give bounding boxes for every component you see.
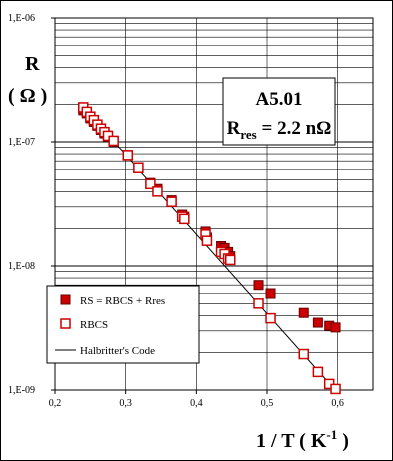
point-rs <box>253 280 264 291</box>
point-rbcs <box>152 186 163 197</box>
point-rbcs <box>298 348 309 360</box>
annotation-border <box>222 77 336 146</box>
point-rs <box>312 317 323 328</box>
point-rbcs <box>265 312 276 324</box>
annotation-sample-id: A5.01 <box>256 89 303 110</box>
point-rbcs <box>179 213 190 225</box>
point-rbcs <box>253 298 264 309</box>
x-axis-title-main: 1 / T ( K <box>256 430 327 452</box>
legend-label-halbritter: Halbritter's Code <box>80 345 155 357</box>
x-tick-label: 0,4 <box>190 398 203 409</box>
point-rbcs <box>312 366 324 378</box>
legend-label-rbcs: RBCS <box>80 319 108 331</box>
point-rs <box>298 307 309 318</box>
point-rbcs <box>225 254 236 266</box>
x-axis-title-close: ) <box>337 430 349 452</box>
x-axis-title: 1 / T ( K-1 ) <box>256 427 349 452</box>
point-rbcs <box>122 150 134 161</box>
point-rbcs <box>330 383 341 395</box>
point-rbcs <box>108 135 119 147</box>
y-tick-label: 1,E-08 <box>8 261 35 272</box>
point-rs <box>330 322 341 333</box>
x-tick-label: 0,3 <box>119 398 132 409</box>
x-tick-label: 0,6 <box>331 398 344 409</box>
annotation-rres-sub: res <box>240 127 256 142</box>
legend-marker-rs <box>60 294 71 305</box>
x-tick-label: 0,5 <box>261 398 274 409</box>
x-tick-label: 0,2 <box>49 398 62 409</box>
y-axis-title-line1: R <box>25 53 40 75</box>
y-axis-title-line2: ( Ω ) <box>8 85 47 107</box>
legend-label-rs: RS = RBCS + Rres <box>80 295 165 307</box>
point-rbcs <box>145 178 156 190</box>
annotation-box: A5.01 Rres = 2.2 nΩ <box>222 77 336 146</box>
point-rbcs <box>166 196 177 207</box>
series-markers <box>78 102 341 395</box>
y-axis: 1,E-09 1,E-08 1,E-07 1,E-06 <box>8 13 55 396</box>
y-tick-label: 1,E-07 <box>8 137 35 148</box>
x-axis-title-sup: -1 <box>326 427 337 442</box>
point-rbcs <box>201 235 213 246</box>
x-axis: 0,2 0,3 0,4 0,5 0,6 <box>49 390 344 409</box>
legend-marker-rbcs <box>60 318 71 329</box>
y-tick-label: 1,E-09 <box>8 385 35 396</box>
annotation-rres-r: R <box>227 118 241 139</box>
legend: RS = RBCS + Rres RBCS Halbritter's Code <box>46 285 200 364</box>
annotation-rres: Rres = 2.2 nΩ <box>227 118 332 142</box>
plot-area <box>54 17 374 391</box>
y-tick-label: 1,E-06 <box>8 13 35 24</box>
point-rbcs <box>133 162 144 173</box>
point-rs <box>265 288 276 299</box>
annotation-rres-value: = 2.2 nΩ <box>257 118 332 139</box>
